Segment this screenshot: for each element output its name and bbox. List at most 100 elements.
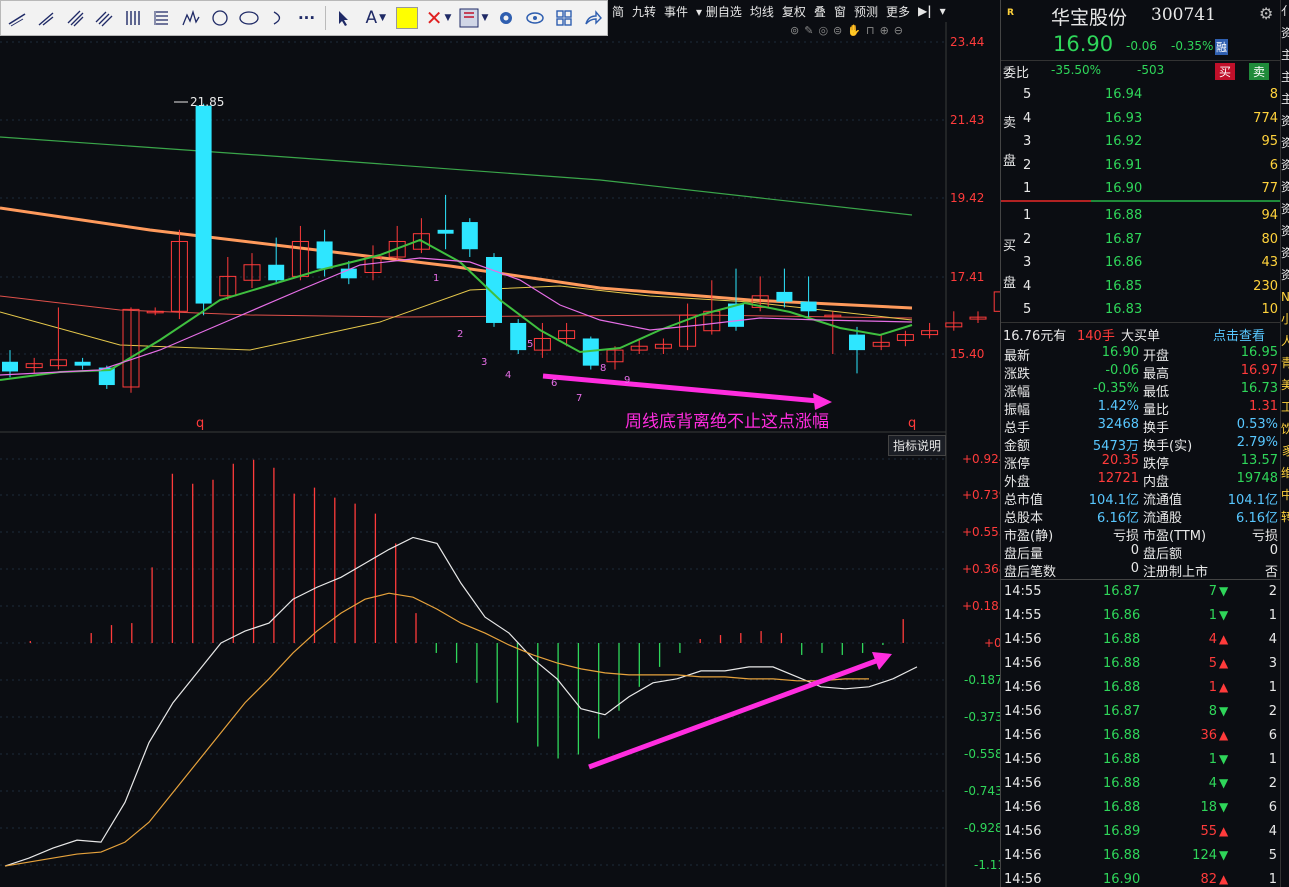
candle-body — [486, 256, 502, 323]
zoom-out-icon[interactable]: ⊖ — [893, 24, 903, 37]
bid-price[interactable]: 16.86 — [1105, 255, 1143, 270]
bid-level: 2 — [1023, 231, 1032, 247]
wave-tool-icon[interactable] — [176, 3, 205, 33]
arrow-up-icon: ▲ — [1219, 824, 1229, 838]
ask-price[interactable]: 16.94 — [1105, 87, 1143, 102]
wave-number: 6 — [551, 378, 558, 389]
view-icon[interactable]: ◎ — [818, 24, 829, 37]
buy-button[interactable]: 买 — [1215, 63, 1236, 80]
hand-icon[interactable]: ✋ — [847, 24, 861, 37]
share-icon[interactable] — [578, 3, 607, 33]
candle-body — [558, 330, 576, 339]
ma-orange-line — [0, 206, 913, 310]
menu-window[interactable]: 窗 — [833, 4, 846, 19]
macd-axis-label: +0.183 — [962, 599, 1007, 613]
bid-price[interactable]: 16.87 — [1105, 231, 1143, 247]
candle-body — [533, 337, 551, 351]
tick-time: 14:56 — [1004, 752, 1042, 767]
kline-chart[interactable] — [0, 0, 1000, 887]
text-tool-icon[interactable]: A ▼ — [365, 8, 387, 28]
tick-price: 16.88 — [1103, 800, 1141, 815]
big-order-link[interactable]: 点击查看 — [1213, 329, 1266, 344]
tick-divider — [1001, 579, 1281, 580]
vertical-lines-icon[interactable] — [119, 3, 148, 33]
stat-label: 流通值 — [1143, 493, 1183, 508]
ask-price[interactable]: 16.93 — [1105, 110, 1143, 126]
menu-more[interactable]: 更多 — [885, 4, 910, 19]
ask-price[interactable]: 16.92 — [1105, 134, 1143, 149]
candle-body — [316, 241, 333, 269]
menu-jiuzhuan[interactable]: 九转 — [632, 4, 657, 19]
delete-icon[interactable]: ✕ ▼ — [425, 6, 452, 30]
save-icon[interactable]: ▼ — [456, 3, 492, 33]
indicator-help-button[interactable]: 指标说明 — [888, 435, 947, 456]
candle-body — [461, 222, 478, 250]
wave-number: 7 — [576, 393, 583, 404]
bid-level: 4 — [1023, 278, 1032, 294]
bid-volume: 94 — [1261, 208, 1278, 223]
ask-volume: 8 — [1269, 87, 1278, 102]
weibi-row: 委比 -35.50% -503 买 卖 — [1001, 60, 1281, 81]
tick-row: 14:56 16.88 4 ▼ 2 — [1001, 776, 1281, 794]
tick-count: 1 — [1268, 872, 1277, 887]
stat-label: 最新 — [1004, 349, 1031, 364]
gear-icon[interactable]: ⚙ — [1259, 4, 1274, 23]
line-tool-icon[interactable] — [3, 3, 32, 33]
stat-value: 0 — [1130, 561, 1139, 576]
ask-row: 4 16.93 774 — [1001, 110, 1281, 128]
parallel-line-icon[interactable] — [61, 3, 90, 33]
menu-overlay[interactable]: 叠 — [813, 4, 826, 19]
tick-count: 2 — [1268, 584, 1277, 599]
sell-button[interactable]: 卖 — [1249, 63, 1270, 80]
menu-delete-watchlist[interactable]: ▾ 删自选 — [696, 4, 742, 19]
ask-volume: 774 — [1253, 110, 1278, 126]
menu-simple[interactable]: 简 — [612, 4, 625, 19]
arrow-down-icon: ▼ — [1219, 800, 1229, 814]
menu-events[interactable]: 事件 — [664, 4, 689, 19]
ask-price[interactable]: 16.91 — [1105, 157, 1143, 173]
zoom-in-icon[interactable]: ⊕ — [879, 24, 889, 37]
menu-forecast[interactable]: 预测 — [853, 4, 878, 19]
candle-body — [582, 338, 599, 366]
eye-icon[interactable] — [520, 3, 549, 33]
lock-icon[interactable]: ⊓ — [865, 24, 875, 37]
bid-price[interactable]: 16.83 — [1105, 302, 1143, 317]
side-strip-char: 豸 — [1281, 440, 1289, 462]
menu-adjust[interactable]: 复权 — [781, 4, 806, 19]
ask-level: 2 — [1023, 157, 1032, 173]
side-strip-char: 小 — [1281, 308, 1289, 330]
circle-tool-icon[interactable] — [205, 3, 234, 33]
last-price: 16.90 — [1053, 32, 1114, 56]
compare-icon[interactable]: ⊜ — [833, 24, 843, 37]
settings-icon[interactable] — [491, 3, 520, 33]
candle-body — [170, 240, 188, 312]
arrow-up-icon: ▲ — [1219, 656, 1229, 670]
multi-line-icon[interactable] — [90, 3, 119, 33]
ellipse-tool-icon[interactable] — [234, 3, 263, 33]
ray-tool-icon[interactable] — [32, 3, 61, 33]
candle-body — [510, 322, 527, 351]
macd-axis-label: -0.558 — [964, 747, 1003, 761]
more-dots-icon[interactable]: ··· — [297, 9, 316, 27]
stat-label: 内盘 — [1143, 475, 1170, 490]
menu-expand-icon[interactable]: ▶| — [917, 4, 932, 18]
bid-price[interactable]: 16.85 — [1105, 278, 1143, 294]
weicha-value: -503 — [1137, 63, 1165, 77]
ask-price[interactable]: 16.90 — [1105, 181, 1143, 196]
tick-volume: 1 — [1208, 680, 1217, 695]
tick-time: 14:56 — [1004, 824, 1042, 839]
ask-row: 3 16.92 95 — [1001, 133, 1281, 151]
pen-icon[interactable]: ✎ — [804, 24, 814, 37]
pointer-icon[interactable] — [330, 3, 359, 33]
candle-body — [25, 363, 43, 369]
color-swatch[interactable] — [393, 3, 422, 33]
fib-tool-icon[interactable] — [148, 3, 177, 33]
bid-price[interactable]: 16.88 — [1105, 208, 1143, 223]
menu-dropdown-icon[interactable]: ▾ — [939, 4, 946, 18]
ask-side-label: 盘 — [1003, 154, 1017, 169]
arc-tool-icon[interactable] — [263, 3, 292, 33]
layout-icon[interactable] — [549, 3, 578, 33]
menu-ma[interactable]: 均线 — [749, 4, 774, 19]
tick-time: 14:55 — [1004, 584, 1042, 599]
target-icon[interactable]: ⊚ — [790, 24, 800, 37]
